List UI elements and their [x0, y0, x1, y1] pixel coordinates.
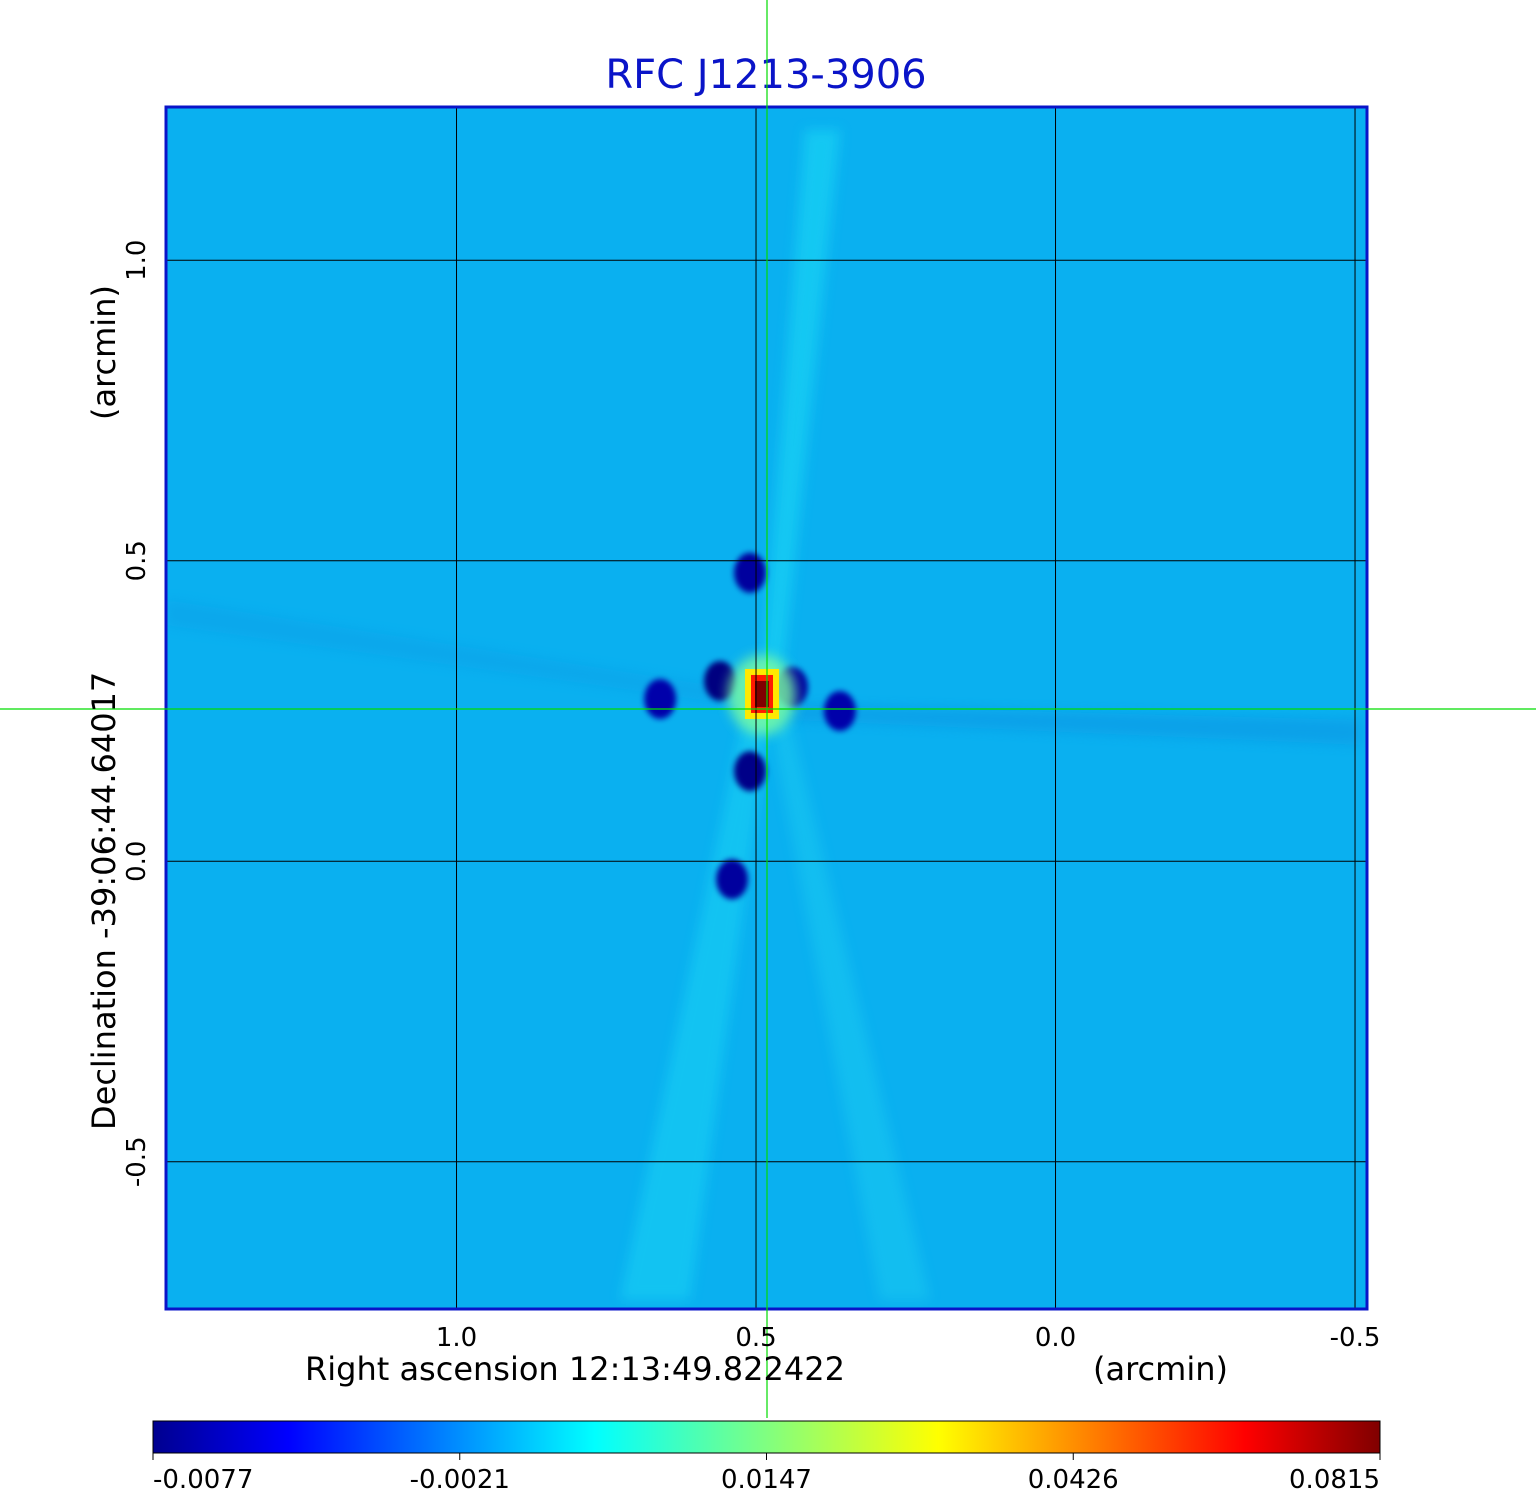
y-axis-label: Declination -39:06:44.64017	[85, 672, 123, 1130]
x-tick-label: 0.5	[735, 1323, 776, 1353]
colorbar-tick-label: 0.0147	[721, 1465, 812, 1495]
sidelobe-streak-west	[166, 600, 740, 705]
heatmap-structure	[166, 130, 1360, 1300]
negative-sidelobe-blob	[823, 691, 856, 732]
negative-sidelobe-blob	[734, 552, 767, 593]
y-tick-label: 0.5	[122, 540, 152, 581]
x-axis-unit: (arcmin)	[1093, 1350, 1228, 1388]
x-tick-label: -0.5	[1330, 1323, 1381, 1353]
y-tick-label: 0.0	[122, 841, 152, 882]
y-tick-label: -0.5	[122, 1136, 152, 1187]
sidelobe-streak-southeast	[770, 720, 930, 1300]
x-tick-label: 1.0	[436, 1323, 477, 1353]
heatmap-plot-area[interactable]	[0, 0, 1536, 1418]
chart-title: RFC J1213-3906	[605, 52, 926, 98]
colorbar-tick-label: 0.0815	[1289, 1465, 1380, 1495]
negative-sidelobe-blob	[644, 678, 677, 719]
colorbar	[152, 1420, 1381, 1454]
colorbar-tick-label: -0.0077	[153, 1465, 253, 1495]
negative-sidelobe-blob	[734, 751, 767, 792]
x-axis-label: Right ascension 12:13:49.822422	[305, 1350, 845, 1388]
y-tick-label: 1.0	[122, 240, 152, 281]
negative-sidelobe-blob	[704, 660, 737, 701]
x-tick-label: 0.0	[1035, 1323, 1076, 1353]
sidelobe-streak-east	[790, 705, 1360, 745]
y-axis-unit: (arcmin)	[85, 285, 123, 420]
sidelobe-streak-north	[760, 130, 840, 700]
colorbar-tick-label: 0.0426	[1028, 1465, 1119, 1495]
negative-sidelobe-blob	[716, 859, 749, 900]
sidelobe-streak-south	[620, 710, 770, 1300]
colorbar-tick-label: -0.0021	[410, 1465, 510, 1495]
peak-core	[755, 680, 770, 707]
